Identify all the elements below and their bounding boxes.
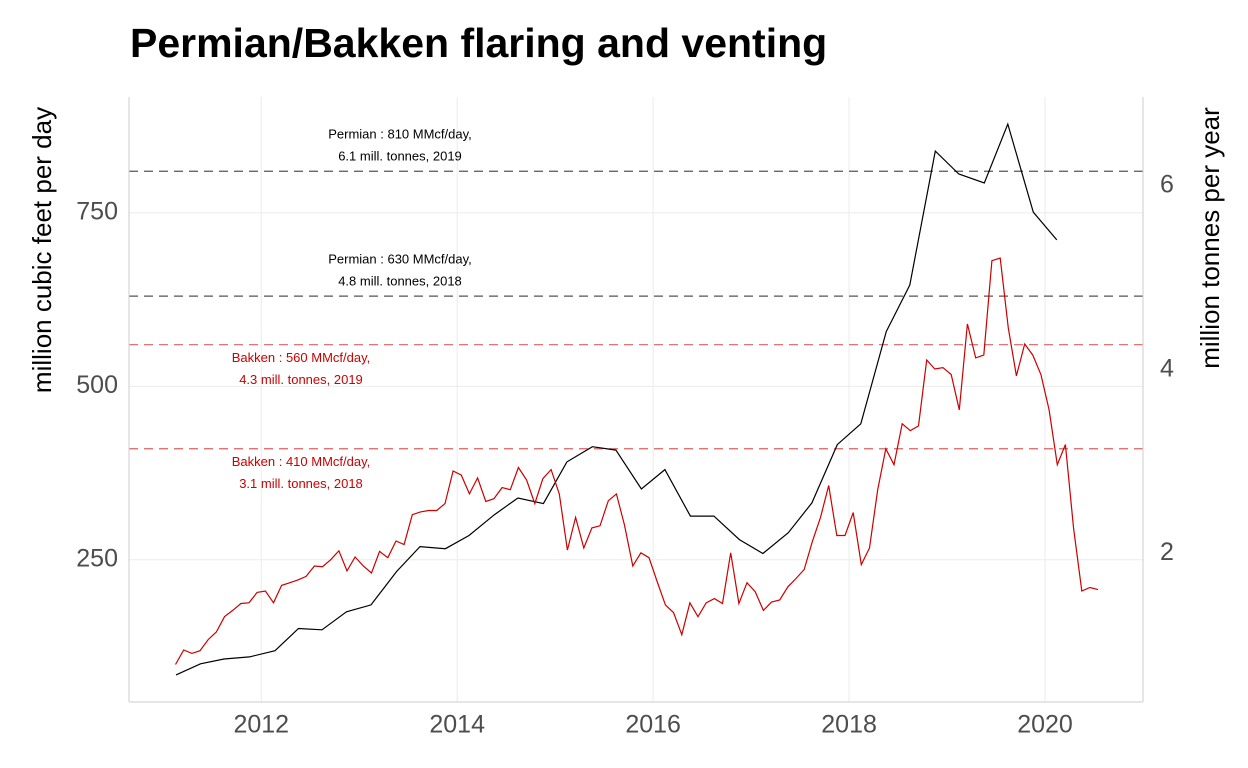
reference-label: Bakken : 410 MMcf/day, (232, 454, 371, 469)
reference-label: 3.1 mill. tonnes, 2018 (239, 476, 363, 491)
reference-label: 4.3 mill. tonnes, 2019 (239, 372, 363, 387)
y-axis-label: million cubic feet per day (27, 107, 57, 393)
x-tick-label: 2018 (821, 711, 877, 739)
series-line (174, 257, 1099, 665)
reference-label: 6.1 mill. tonnes, 2019 (338, 149, 462, 164)
y2-axis-label: million tonnes per year (1195, 107, 1225, 369)
y2-tick-label: 2 (1160, 538, 1174, 566)
x-tick-label: 2016 (625, 711, 681, 739)
y-tick-label: 500 (76, 371, 118, 399)
reference-label: Permian : 810 MMcf/day, (328, 127, 472, 142)
series-line (175, 122, 1058, 676)
reference-label: Permian : 630 MMcf/day, (328, 252, 472, 267)
y-tick-label: 750 (76, 197, 118, 225)
x-tick-label: 2020 (1017, 711, 1073, 739)
x-tick-label: 2012 (233, 711, 289, 739)
y-tick-label: 250 (76, 544, 118, 572)
y2-tick-label: 4 (1160, 354, 1174, 382)
y2-tick-label: 6 (1160, 171, 1174, 199)
reference-label: Bakken : 560 MMcf/day, (232, 350, 371, 365)
chart-title: Permian/Bakken flaring and venting (130, 20, 827, 66)
grid (129, 97, 1143, 702)
x-tick-label: 2014 (429, 711, 485, 739)
reference-label: 4.8 mill. tonnes, 2018 (338, 274, 462, 289)
plot-area (129, 122, 1143, 676)
